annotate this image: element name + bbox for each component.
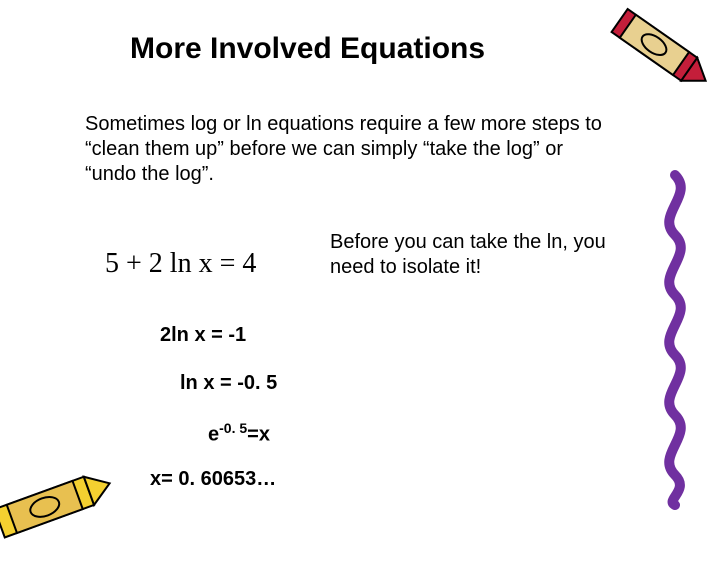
step-2: ln x = -0. 5 — [180, 372, 277, 395]
step-4: x= 0. 60653… — [150, 468, 276, 491]
equation-text: 5 + 2 ln x = 4 — [105, 248, 256, 279]
step3-base: e — [208, 424, 219, 446]
step-3: e-0. 5=x — [208, 420, 270, 447]
squiggle-purple-icon — [645, 170, 705, 510]
main-equation: 5 + 2 ln x = 4 — [105, 248, 256, 280]
tip-text: Before you can take the ln, you need to … — [330, 230, 640, 280]
step3-exponent: -0. 5 — [219, 420, 247, 436]
crayon-red-icon — [590, 0, 720, 120]
step-1: 2ln x = -1 — [160, 324, 246, 347]
step3-tail: =x — [247, 424, 270, 446]
crayon-yellow-icon — [0, 440, 130, 560]
page-title: More Involved Equations — [130, 32, 485, 66]
intro-text: Sometimes log or ln equations require a … — [85, 112, 605, 187]
